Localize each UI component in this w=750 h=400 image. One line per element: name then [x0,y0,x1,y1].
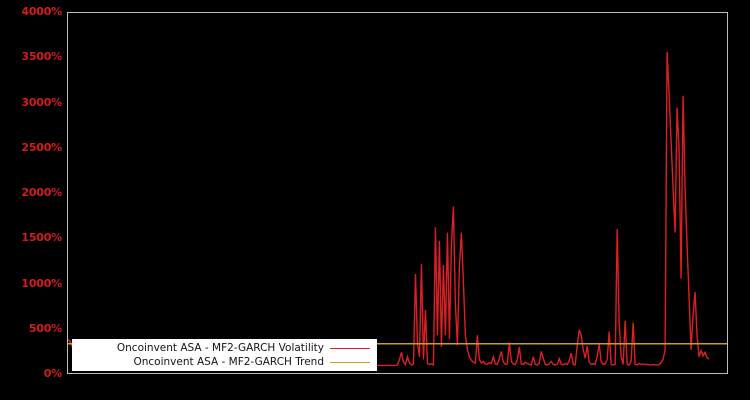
legend-label-trend: Oncoinvent ASA - MF2-GARCH Trend [133,356,324,368]
y-axis-label-2500: 2500% [21,140,62,154]
series-canvas [68,13,727,373]
chart-legend: Oncoinvent ASA - MF2-GARCH Volatility On… [72,339,377,371]
legend-item-volatility: Oncoinvent ASA - MF2-GARCH Volatility [77,341,370,355]
y-axis-label-4000: 4000% [21,5,62,18]
y-axis-label-2000: 2000% [21,186,62,199]
legend-swatch-volatility [330,347,370,349]
y-axis-label-0: 0% [43,367,62,380]
plot-area [67,12,728,374]
series-line-volatility [68,52,709,366]
legend-item-trend: Oncoinvent ASA - MF2-GARCH Trend [77,355,370,369]
legend-label-volatility: Oncoinvent ASA - MF2-GARCH Volatility [116,342,324,354]
y-axis-label-3000: 3000% [21,95,62,109]
y-axis-label-3500: 3500% [21,50,62,64]
plot-clip [68,13,727,373]
legend-swatch-trend [330,361,370,363]
y-axis-label-1000: 1000% [21,276,62,290]
y-axis-tick-labels: 0% 500% 1000% 1500% 2000% 2500% 3000% 3500% 4000… [0,0,62,400]
y-axis-label-500: 500% [28,321,62,335]
y-axis-label-1500: 1500% [21,231,62,245]
